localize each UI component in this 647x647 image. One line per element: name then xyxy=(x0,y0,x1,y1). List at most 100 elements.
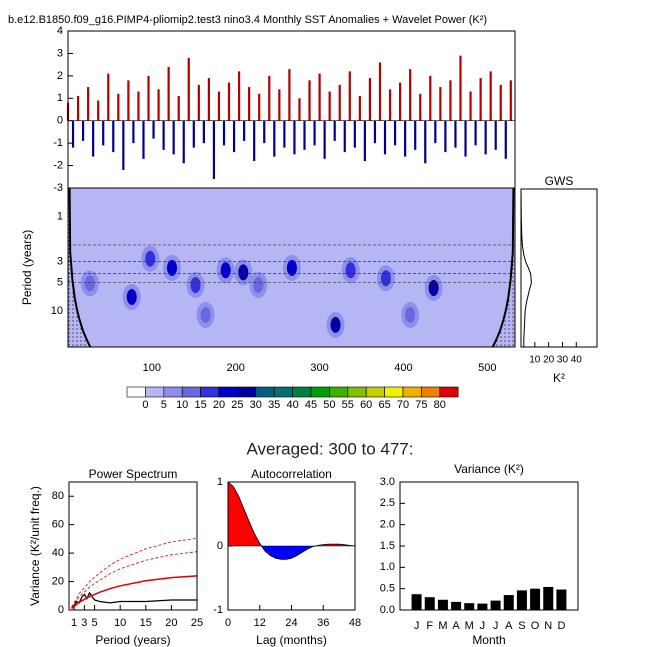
subheading: Averaged: 300 to 477: xyxy=(247,439,414,458)
bar xyxy=(556,589,567,610)
colorbar-swatch xyxy=(384,386,404,398)
y-tick-label: 1.5 xyxy=(380,540,395,552)
power-blob xyxy=(166,259,177,276)
panel-title: Power Spectrum xyxy=(89,467,178,481)
power-blob xyxy=(405,306,416,323)
colorbar-swatch xyxy=(310,386,330,398)
series-line xyxy=(71,591,197,610)
bar xyxy=(411,594,422,610)
y-tick-label: 80 xyxy=(52,490,64,502)
bar xyxy=(543,586,554,610)
power-blob xyxy=(330,316,341,333)
power-blob xyxy=(126,288,137,305)
x-tick-label: N xyxy=(544,620,552,632)
y-tick-label: 3.0 xyxy=(380,476,395,488)
colorbar-swatch xyxy=(255,386,275,398)
power-blob xyxy=(84,275,95,292)
y-tick-label: 1 xyxy=(57,210,63,222)
power-blob xyxy=(345,262,356,279)
bar xyxy=(451,601,462,610)
plot-frame xyxy=(520,188,598,348)
power-blob xyxy=(220,262,231,279)
bar xyxy=(477,603,488,610)
y-tick-label: 40 xyxy=(52,547,64,559)
x-tick-label: S xyxy=(518,620,525,632)
x-tick-label: 3 xyxy=(81,617,87,629)
x-tick-label: 12 xyxy=(254,617,266,629)
y-tick-label: 2 xyxy=(57,70,63,82)
x-tick-label: 0 xyxy=(225,617,231,629)
x-tick-label: 400 xyxy=(394,362,412,374)
y-tick-label: 10 xyxy=(51,305,63,317)
colorbar-swatch xyxy=(365,386,385,398)
panel-title: Variance (K²) xyxy=(454,462,524,476)
colorbar-swatch xyxy=(145,386,165,398)
spectrum-line xyxy=(520,188,532,347)
colorbar-swatch xyxy=(439,386,459,398)
y-tick-label: 1.0 xyxy=(380,561,395,573)
x-tick-label: D xyxy=(557,620,565,632)
colorbar-swatch xyxy=(218,386,238,398)
colorbar-label: 0 xyxy=(142,399,148,411)
x-tick-label: O xyxy=(531,620,540,632)
colorbar-swatch xyxy=(163,386,183,398)
bar xyxy=(530,588,541,610)
colorbar-label: 30 xyxy=(250,399,262,411)
plot-frame xyxy=(68,481,198,611)
power-blob xyxy=(238,264,249,281)
x-tick-label: 40 xyxy=(571,355,583,366)
colorbar-label: 55 xyxy=(342,399,354,411)
colorbar-label: 25 xyxy=(231,399,243,411)
y-tick-label: 0.0 xyxy=(380,604,395,616)
y-tick-label: 1 xyxy=(217,476,223,488)
colorbar-swatch xyxy=(402,386,422,398)
y-tick-label: 0.5 xyxy=(380,583,395,595)
bar xyxy=(516,590,527,610)
x-tick-label: 20 xyxy=(165,617,177,629)
colorbar-label: 75 xyxy=(415,399,427,411)
colorbar-label: 50 xyxy=(323,399,335,411)
y-tick-label: 3 xyxy=(57,255,63,267)
bar xyxy=(490,600,501,610)
x-tick-label: A xyxy=(505,620,513,632)
bar xyxy=(503,595,514,610)
x-tick-label: 20 xyxy=(543,355,555,366)
x-tick-label: 30 xyxy=(557,355,569,366)
colorbar-label: 35 xyxy=(268,399,280,411)
y-tick-label: -3 xyxy=(53,182,63,194)
contours xyxy=(68,188,515,347)
x-tick-label: 24 xyxy=(285,617,297,629)
colorbar-swatch xyxy=(181,386,201,398)
x-tick-label: 1 xyxy=(71,617,77,629)
x-tick-label: 300 xyxy=(310,362,328,374)
plot-frame xyxy=(399,481,579,611)
power-blob xyxy=(253,276,264,293)
x-tick-label: 5 xyxy=(92,617,98,629)
y-tick-label: -1 xyxy=(213,604,223,616)
bar xyxy=(437,599,448,610)
power-blob xyxy=(428,279,439,296)
negative-area xyxy=(228,546,355,560)
colorbar-label: 60 xyxy=(360,399,372,411)
y-tick-label: -2 xyxy=(53,159,63,171)
plot-frame xyxy=(227,481,356,611)
colorbar-label: 65 xyxy=(378,399,390,411)
y-axis-label: Period (years) xyxy=(20,230,34,305)
x-tick-label: 36 xyxy=(317,617,329,629)
colorbar-swatch xyxy=(200,386,220,398)
panel-title: GWS xyxy=(545,174,574,188)
y-tick-label: 2.0 xyxy=(380,519,395,531)
plot-frame xyxy=(67,30,516,189)
x-tick-label: 500 xyxy=(478,362,496,374)
x-tick-label: J xyxy=(414,620,420,632)
y-tick-label: 1 xyxy=(57,92,63,104)
colorbar-swatch xyxy=(273,386,293,398)
x-tick-label: 25 xyxy=(191,617,203,629)
colorbar-label: 5 xyxy=(161,399,167,411)
series-line xyxy=(71,575,198,610)
colorbar-label: 40 xyxy=(286,399,298,411)
series-line xyxy=(71,551,198,608)
x-tick-label: A xyxy=(452,620,460,632)
